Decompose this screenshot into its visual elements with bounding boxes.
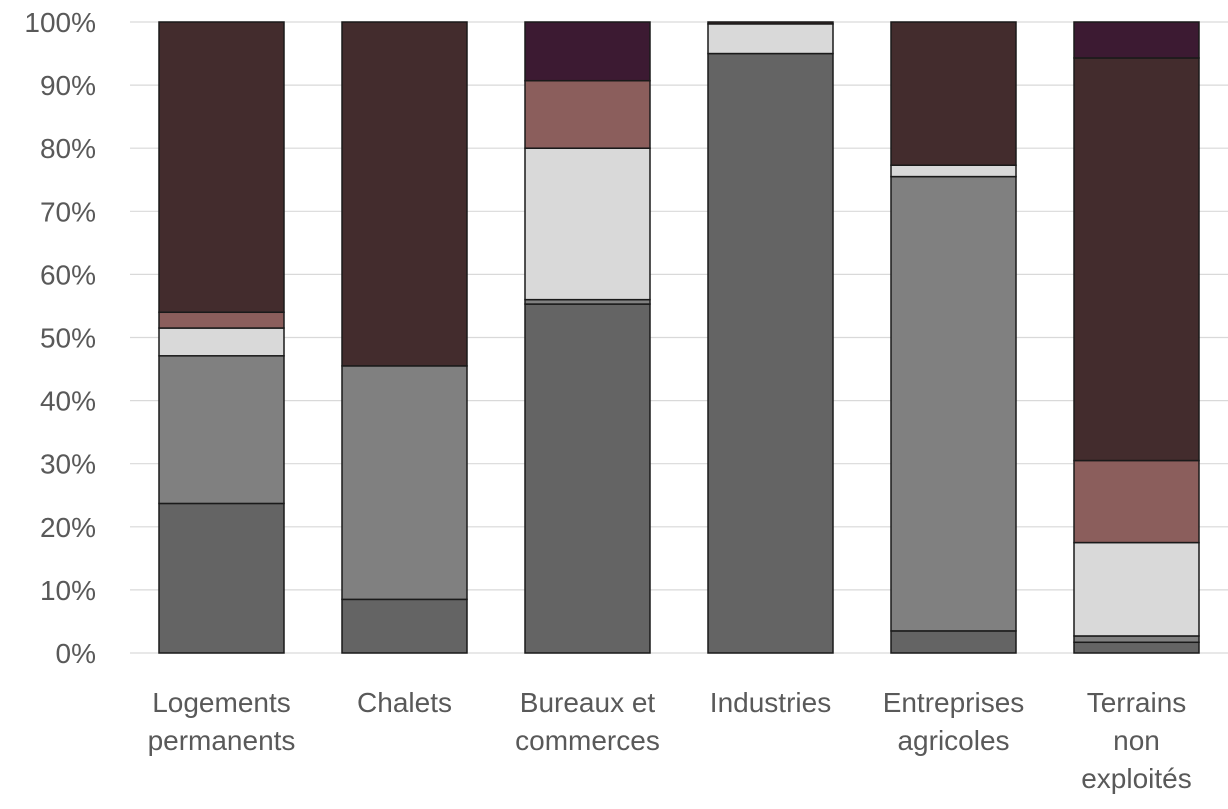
bar-segment <box>158 327 285 357</box>
x-category-label-line: agricoles <box>897 725 1009 756</box>
y-tick-label: 40% <box>40 386 96 417</box>
bar-segment <box>524 303 651 654</box>
bar-segment <box>158 311 285 329</box>
x-category-label-line: non <box>1113 725 1160 756</box>
x-category-label-line: permanents <box>148 725 296 756</box>
bar-segment <box>890 175 1017 632</box>
bar-segment <box>158 21 285 314</box>
y-tick-label: 90% <box>40 70 96 101</box>
x-category-label-line: commerces <box>515 725 660 756</box>
x-axis: Logements permanents Chalets Bureaux et comm… <box>148 687 1192 794</box>
x-category-label: Logements permanents <box>148 687 296 756</box>
bar-segment <box>524 147 651 301</box>
x-category-label-line: Chalets <box>357 687 452 718</box>
y-axis: 0% 10% 20% 30% 40% 50% 60% 70% 80% 90% 100% <box>24 7 96 669</box>
gridlines <box>130 21 1228 654</box>
bars <box>158 21 1200 654</box>
bar-segment <box>707 52 834 654</box>
bar-segment <box>524 21 651 82</box>
x-category-label-line: exploités <box>1081 763 1192 794</box>
x-category-label: Entreprises agricoles <box>883 687 1025 756</box>
y-tick-label: 70% <box>40 196 96 227</box>
bar-segment <box>890 21 1017 166</box>
bar-segment <box>1073 541 1200 637</box>
x-category-label: Terrains non exploités <box>1081 687 1192 794</box>
x-category-label: Industries <box>710 687 831 718</box>
bar-segment <box>707 21 834 25</box>
bar-segment <box>524 79 651 149</box>
bar-segment <box>158 502 285 654</box>
bar-segment <box>1073 459 1200 544</box>
bar-segment <box>341 598 468 654</box>
bar-segment <box>341 21 468 367</box>
bar-segment <box>1073 21 1200 59</box>
y-tick-label: 20% <box>40 512 96 543</box>
x-category-label-line: Industries <box>710 687 831 718</box>
bar-segment <box>890 630 1017 654</box>
y-tick-label: 80% <box>40 133 96 164</box>
y-tick-label: 60% <box>40 259 96 290</box>
bar-segment <box>707 23 834 55</box>
y-tick-label: 50% <box>40 323 96 354</box>
bar-segment <box>1073 57 1200 462</box>
y-tick-label: 30% <box>40 449 96 480</box>
y-tick-label: 10% <box>40 575 96 606</box>
x-category-label-line: Terrains <box>1087 687 1187 718</box>
y-tick-label: 100% <box>24 7 96 38</box>
bar-segment <box>890 164 1017 178</box>
y-tick-label: 0% <box>56 638 96 669</box>
bar-segment <box>1073 641 1200 654</box>
x-category-label-line: Entreprises <box>883 687 1025 718</box>
x-category-label: Bureaux et commerces <box>515 687 660 756</box>
bar-segment <box>341 365 468 601</box>
bar-segment <box>1073 635 1200 644</box>
x-category-label-line: Logements <box>152 687 291 718</box>
x-category-label: Chalets <box>357 687 452 718</box>
bar-segment <box>158 355 285 505</box>
x-category-label-line: Bureaux et <box>520 687 656 718</box>
